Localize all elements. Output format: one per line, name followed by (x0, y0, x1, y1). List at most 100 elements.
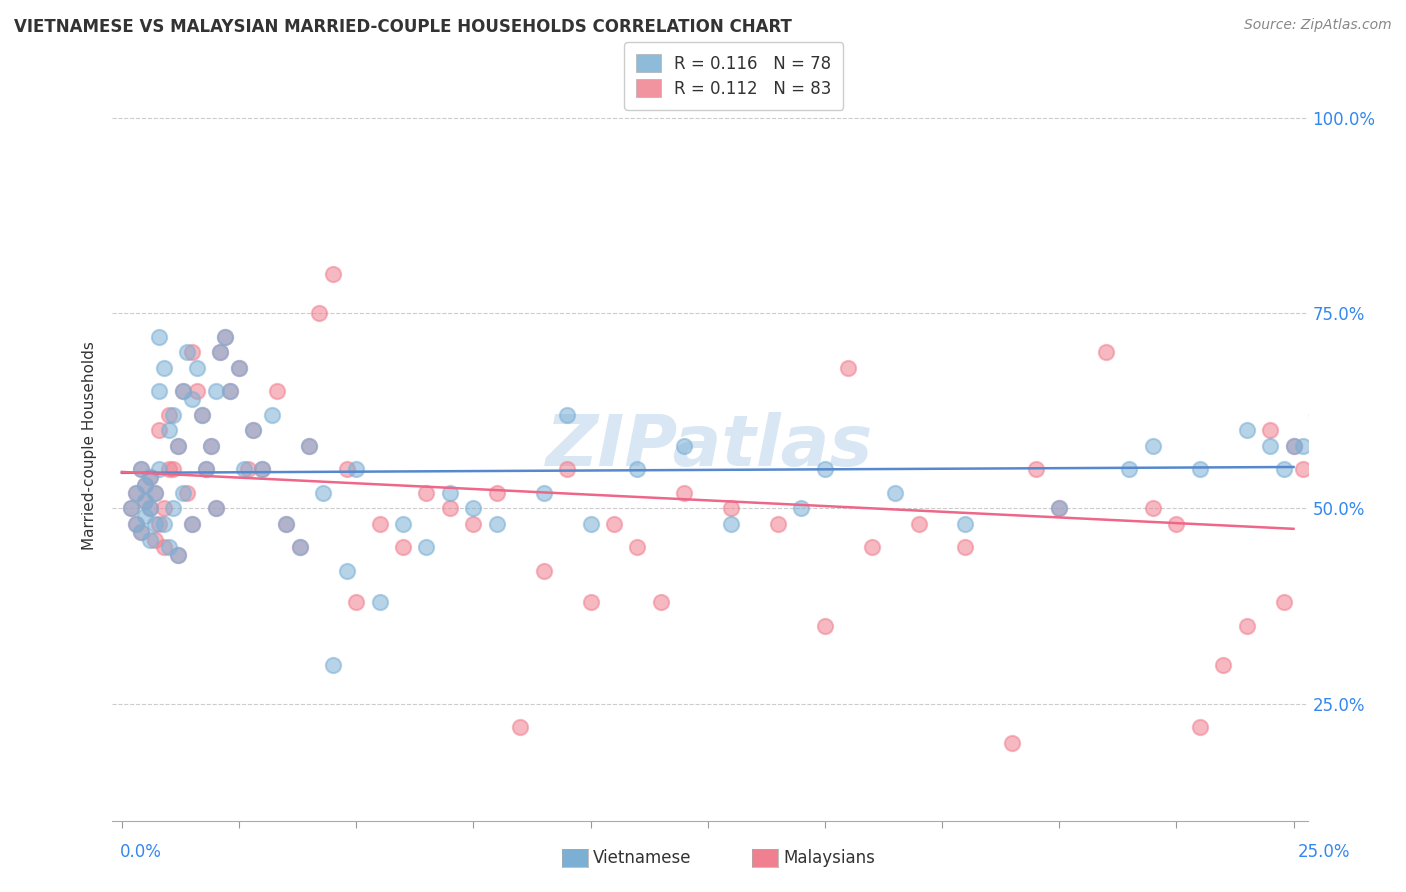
Point (157, 424, 180, 438)
Point (209, 345, 232, 359)
Point (298, 439, 321, 453)
Point (218, 384, 240, 399)
Point (214, 330, 236, 344)
Point (1236, 424, 1258, 438)
Point (120, 501, 142, 516)
Point (814, 618, 837, 632)
Point (200, 439, 222, 453)
Point (392, 541, 415, 555)
Point (238, 462, 260, 476)
Point (1258, 424, 1281, 438)
Point (139, 470, 162, 484)
Point (579, 595, 602, 609)
Point (148, 424, 170, 438)
Point (129, 524, 152, 539)
Point (143, 485, 166, 500)
Point (1188, 462, 1211, 476)
Point (1142, 501, 1164, 516)
Point (1188, 720, 1211, 734)
Point (368, 517, 391, 532)
Point (134, 478, 156, 492)
Point (368, 595, 391, 609)
Point (1047, 501, 1070, 516)
Point (190, 408, 212, 422)
Point (555, 408, 578, 422)
Point (167, 439, 190, 453)
Point (266, 384, 288, 399)
Point (673, 439, 696, 453)
Point (955, 517, 977, 532)
Point (1292, 462, 1315, 476)
Point (129, 462, 152, 476)
Point (162, 462, 184, 476)
Text: ZIPatlas: ZIPatlas (547, 411, 873, 481)
Text: 25.0%: 25.0% (1298, 843, 1350, 861)
Point (288, 541, 311, 555)
Point (308, 306, 330, 320)
Point (172, 485, 194, 500)
Point (533, 564, 555, 578)
Point (720, 501, 742, 516)
Point (312, 485, 335, 500)
Text: Source: ZipAtlas.com: Source: ZipAtlas.com (1244, 18, 1392, 32)
Point (190, 408, 212, 422)
Point (1320, 439, 1343, 453)
Point (143, 517, 166, 532)
Point (1306, 408, 1329, 422)
Point (134, 509, 156, 524)
Point (274, 517, 297, 532)
Point (125, 517, 148, 532)
Point (125, 485, 148, 500)
Point (1118, 462, 1140, 476)
Point (143, 485, 166, 500)
Point (176, 485, 198, 500)
Point (148, 330, 170, 344)
Point (195, 462, 218, 476)
Point (232, 462, 254, 476)
Point (790, 501, 813, 516)
Point (148, 517, 170, 532)
Point (209, 345, 232, 359)
Point (1001, 735, 1024, 749)
Point (485, 485, 508, 500)
Point (1320, 439, 1343, 453)
Point (1292, 439, 1315, 453)
Point (153, 517, 176, 532)
Point (322, 268, 344, 282)
Point (125, 485, 148, 500)
Point (167, 548, 190, 563)
Text: Malaysians: Malaysians (783, 849, 875, 867)
Point (260, 408, 283, 422)
Point (884, 485, 907, 500)
Point (134, 478, 156, 492)
Point (485, 517, 508, 532)
Point (120, 501, 142, 516)
Point (1353, 462, 1375, 476)
Point (218, 384, 240, 399)
Point (204, 384, 226, 399)
Point (139, 533, 162, 547)
Point (1142, 439, 1164, 453)
Point (955, 541, 977, 555)
Point (509, 720, 531, 734)
Point (186, 361, 208, 376)
Y-axis label: Married-couple Households: Married-couple Households (82, 342, 97, 550)
Point (814, 462, 837, 476)
Point (228, 361, 250, 376)
Point (1258, 439, 1281, 453)
Point (200, 439, 222, 453)
Point (673, 485, 696, 500)
Point (153, 501, 176, 516)
Point (125, 517, 148, 532)
Point (439, 501, 461, 516)
Legend: R = 0.116   N = 78, R = 0.112   N = 83: R = 0.116 N = 78, R = 0.112 N = 83 (624, 42, 844, 110)
Point (252, 462, 274, 476)
Point (344, 595, 367, 609)
Point (139, 501, 162, 516)
Point (344, 462, 367, 476)
Point (204, 501, 226, 516)
Point (439, 485, 461, 500)
Point (288, 541, 311, 555)
Point (766, 517, 789, 532)
Point (153, 361, 176, 376)
